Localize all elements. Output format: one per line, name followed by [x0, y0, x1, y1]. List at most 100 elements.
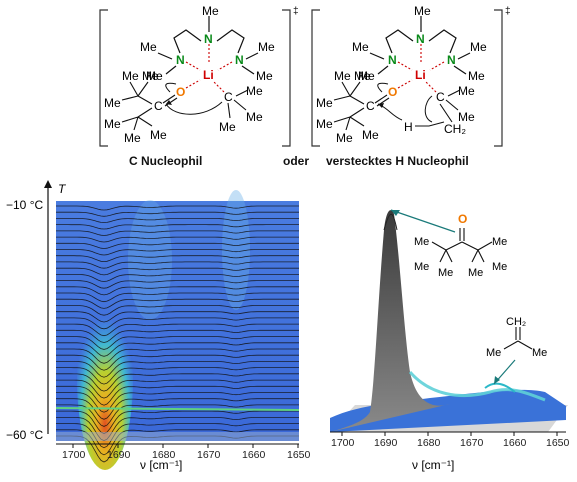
left-traces [56, 205, 299, 463]
right-me-k5: Me [336, 131, 353, 145]
right-blue-surface [330, 389, 566, 432]
left-me-r1: Me [258, 40, 275, 54]
spectrum-trace [56, 354, 299, 371]
alkene-ch2: CH₂ [506, 316, 526, 328]
spectrum-trace [56, 224, 299, 230]
spectrum-trace [56, 361, 299, 378]
left-n-left: N [176, 53, 185, 67]
x-tick-label: 1700 [331, 437, 355, 449]
left-me-l2: Me [146, 69, 163, 83]
right-o: O [388, 85, 397, 99]
right-n-left: N [388, 53, 397, 67]
spectrum-trace [56, 236, 299, 243]
left-bracket-open [99, 9, 108, 147]
x-tick-label: 1650 [546, 437, 570, 449]
right-arrow-co [377, 82, 389, 93]
left-temp-bottom: −60 °C [6, 428, 43, 442]
x-tick-label: 1690 [107, 449, 131, 461]
left-x-label: ν [cm⁻¹] [140, 458, 182, 472]
spectrum-trace [56, 267, 299, 276]
spectrum-trace [56, 230, 299, 236]
x-tick-label: 1700 [62, 449, 86, 461]
x-tick-label: 1670 [197, 449, 221, 461]
left-green-trace [55, 407, 300, 411]
spectrum-trace [56, 329, 299, 343]
ketone-me6: Me [468, 267, 483, 279]
spectrum-trace [56, 249, 299, 256]
spectrum-trace [56, 348, 299, 364]
spectrum-trace [56, 261, 299, 269]
ketone-me2: Me [414, 261, 429, 273]
left-me-k5: Me [124, 131, 141, 145]
spectrum-trace [56, 255, 299, 263]
right-bracket-close [494, 9, 503, 147]
right-c2: C [436, 90, 445, 104]
right-n-top: N [416, 32, 425, 46]
label-c-nucleophil: C Nucleophil [129, 154, 202, 168]
right-me-k1: Me [334, 69, 351, 83]
spectrum-trace [56, 274, 299, 282]
left-li: Li [203, 68, 214, 82]
spectrum-trace [56, 429, 299, 456]
alkene-structure: CH₂ Me Me [486, 316, 547, 385]
left-c2: C [224, 90, 233, 104]
x-tick-label: 1660 [503, 437, 527, 449]
right-bracket-open [311, 9, 320, 147]
spectrum-trace [56, 379, 299, 399]
ketone-me4: Me [492, 236, 507, 248]
spectrum-trace [56, 286, 299, 296]
x-tick-label: 1680 [152, 449, 176, 461]
left-axis-arrow [44, 180, 52, 188]
spectrum-trace [56, 398, 299, 420]
left-me-l1: Me [140, 40, 157, 54]
right-x-label: ν [cm⁻¹] [412, 458, 454, 472]
left-dagger: ‡ [293, 6, 299, 17]
spectrum-trace [56, 242, 299, 249]
ketone-o: O [458, 212, 467, 226]
left-me-top: Me [202, 4, 219, 18]
right-me-r2: Me [468, 69, 485, 83]
right-me-l1: Me [352, 40, 369, 54]
x-tick-label: 1670 [460, 437, 484, 449]
right-me-k3: Me [316, 96, 333, 110]
left-me-k6: Me [150, 128, 167, 142]
spectrum-trace [56, 298, 299, 309]
left-x-ticks: 1700 1690 1680 1670 1660 1650 [62, 444, 311, 461]
ketone-me1: Me [414, 236, 429, 248]
left-n-right: N [235, 53, 244, 67]
right-transition-state: ‡ Me N N N Me Me Me Me Li O C Me Me Me M… [311, 4, 511, 168]
right-me-k2: Me [354, 69, 371, 83]
spectrum-trace [56, 404, 299, 427]
right-me-k4: Me [316, 117, 333, 131]
right-h: H [404, 120, 413, 134]
right-arrow-1 [424, 95, 433, 123]
spectrum-trace [56, 280, 299, 289]
spectrum-trace [56, 392, 299, 413]
right-me-k6: Me [362, 128, 379, 142]
spectrum-trace [56, 373, 299, 392]
right-x-ticks: 1700 1690 1680 1670 1660 1650 [331, 432, 570, 449]
right-me-t2: Me [458, 110, 475, 124]
right-me-top: Me [414, 4, 431, 18]
ketone-me5: Me [492, 261, 507, 273]
spectrum-trace [56, 336, 299, 350]
right-me-t1: Me [458, 84, 475, 98]
right-li: Li [415, 68, 426, 82]
left-arrow-co [165, 82, 177, 93]
left-me-k1: Me [122, 69, 139, 83]
left-transition-state: ‡ Me N N N Me Me Me Me Li O C Me Me Me M… [99, 4, 299, 168]
ketone-me3: Me [438, 267, 453, 279]
spectrum-trace [56, 305, 299, 316]
left-n-top: N [204, 32, 213, 46]
left-c: C [154, 99, 163, 113]
left-o: O [176, 85, 185, 99]
left-axis-label-t: T [58, 182, 67, 196]
x-tick-label: 1650 [287, 449, 311, 461]
spectrum-trace [56, 211, 299, 217]
label-oder: oder [283, 154, 309, 168]
spectrum-trace [56, 311, 299, 323]
ketone-structure: O Me Me Me Me Me Me [390, 209, 507, 279]
spectrum-trace [56, 317, 299, 330]
